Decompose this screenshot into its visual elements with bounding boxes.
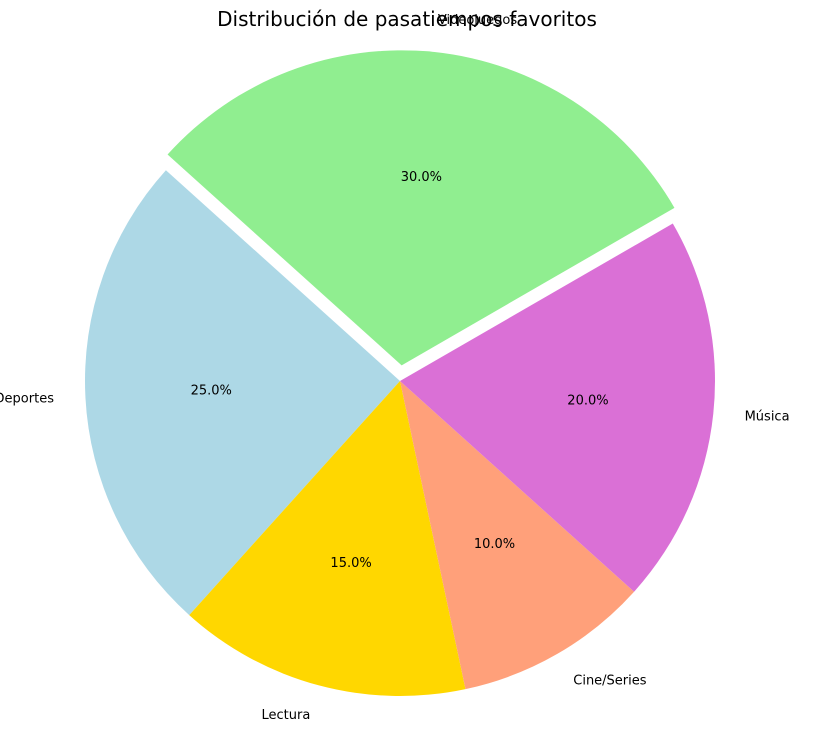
pie-slice-musica bbox=[400, 223, 716, 592]
pie-slice-videojuegos bbox=[167, 50, 675, 366]
pie-slice-cine-series bbox=[400, 381, 635, 690]
category-label-lectura: Lectura bbox=[262, 708, 311, 723]
category-label-videojuegos: Videojuegos bbox=[438, 13, 517, 28]
percent-label-deportes: 25.0% bbox=[191, 383, 232, 398]
percent-label-cine-series: 10.0% bbox=[474, 537, 515, 552]
category-label-cine-series: Cine/Series bbox=[573, 674, 647, 689]
pie-slice-lectura bbox=[189, 381, 466, 696]
category-label-musica: Música bbox=[745, 410, 790, 425]
category-labels: Videojuegos Deportes Lectura Cine/Series Mús… bbox=[0, 13, 790, 723]
pie-slice-deportes bbox=[85, 170, 401, 616]
percent-label-videojuegos: 30.0% bbox=[401, 170, 442, 185]
percent-labels: 30.0% 25.0% 15.0% 10.0% 20.0% bbox=[191, 170, 609, 571]
chart-title: Distribución de pasatiempos favoritos bbox=[217, 7, 597, 31]
category-label-deportes: Deportes bbox=[0, 392, 54, 407]
pie-slices bbox=[85, 50, 716, 696]
percent-label-musica: 20.0% bbox=[567, 393, 608, 408]
percent-label-lectura: 15.0% bbox=[330, 556, 371, 571]
